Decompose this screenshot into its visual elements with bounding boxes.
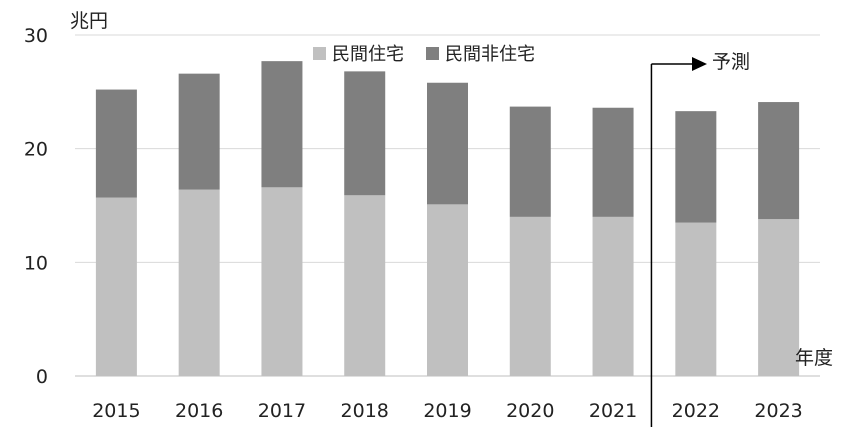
legend-label-residential: 民間住宅 — [332, 44, 404, 65]
bar-nonresidential — [675, 111, 717, 223]
bar-residential — [178, 189, 220, 376]
bar-nonresidential — [758, 102, 800, 220]
bars — [95, 61, 800, 376]
forecast-arrow-head — [692, 57, 707, 71]
bar-residential — [509, 216, 551, 376]
bar-residential — [758, 219, 800, 376]
x-axis: 2015 2016 2017 2018 2019 2020 2021 2022 2023 — [92, 400, 803, 422]
bar-nonresidential — [509, 106, 551, 217]
bar-nonresidential — [95, 89, 137, 198]
x-tick-label: 2015 — [92, 400, 140, 422]
x-tick-label: 2022 — [672, 400, 720, 422]
bar-residential — [675, 222, 717, 376]
bar-residential — [592, 216, 634, 376]
bar-nonresidential — [427, 82, 468, 205]
x-tick-label: 2019 — [423, 400, 471, 422]
x-tick-label: 2023 — [754, 400, 802, 422]
x-axis-label: 年度 — [795, 347, 834, 369]
legend-swatch-nonresidential — [426, 46, 439, 60]
x-tick-label: 2017 — [258, 400, 306, 422]
y-tick-label: 0 — [36, 366, 48, 388]
x-tick-label: 2016 — [175, 400, 223, 422]
y-tick-label: 30 — [24, 25, 48, 47]
bar-residential — [344, 195, 386, 376]
x-tick-label: 2018 — [341, 400, 389, 422]
x-tick-label: 2020 — [506, 400, 554, 422]
bar-nonresidential — [592, 107, 634, 217]
y-tick-label: 10 — [24, 252, 48, 274]
bar-nonresidential — [178, 73, 220, 190]
legend: 民間住宅 民間非住宅 — [313, 40, 535, 66]
bar-nonresidential — [261, 61, 303, 188]
bar-nonresidential — [344, 71, 386, 196]
y-unit-label: 兆円 — [70, 10, 109, 32]
bar-residential — [427, 204, 468, 376]
forecast-label: 予測 — [712, 51, 751, 73]
bar-residential — [95, 197, 137, 376]
bar-residential — [261, 187, 303, 376]
y-axis: 0 10 20 30 — [24, 25, 48, 388]
legend-item-residential: 民間住宅 — [313, 40, 404, 66]
legend-label-nonresidential: 民間非住宅 — [445, 44, 535, 65]
forecast-marker — [650, 57, 707, 427]
x-tick-label: 2021 — [589, 400, 637, 422]
legend-item-nonresidential: 民間非住宅 — [426, 40, 535, 66]
legend-swatch-residential — [313, 46, 326, 60]
y-tick-label: 20 — [24, 139, 48, 161]
